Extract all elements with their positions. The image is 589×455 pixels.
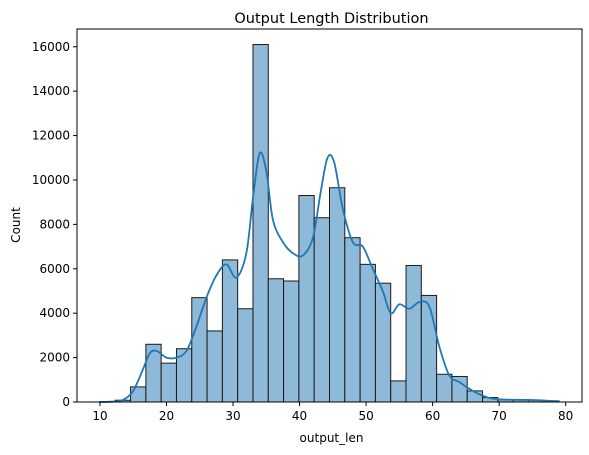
x-tick-label: 30 — [225, 409, 240, 423]
x-tick-label: 60 — [425, 409, 440, 423]
histogram-bar — [160, 362, 177, 403]
x-tick-label: 50 — [358, 409, 373, 423]
kde-curve — [99, 151, 560, 403]
y-axis-label: Count — [9, 207, 23, 243]
y-axis-ticks: 0 2000 4000 6000 8000 10000 12000 14000 16000 — [32, 40, 77, 409]
chart-title: Output Length Distribution — [234, 11, 428, 27]
histogram-bar — [420, 294, 438, 403]
y-tick-label: 14000 — [32, 84, 70, 98]
histogram-bar — [344, 237, 361, 403]
histogram-bar — [191, 297, 208, 403]
histogram-bar — [374, 282, 392, 403]
x-tick-label: 10 — [92, 409, 107, 423]
histogram-bar — [298, 195, 315, 403]
x-axis-label: output_len — [300, 431, 364, 445]
x-axis-ticks: 10 20 30 40 50 60 70 80 — [92, 402, 573, 423]
y-tick-label: 0 — [62, 395, 70, 409]
y-tick-label: 16000 — [32, 40, 70, 54]
histogram-bar — [252, 44, 269, 403]
histogram-bar — [329, 187, 346, 403]
y-tick-label: 4000 — [39, 306, 70, 320]
histogram-bar — [390, 380, 407, 403]
histogram-bar — [267, 278, 285, 403]
histogram-bar — [206, 330, 223, 403]
histogram-bar — [237, 308, 254, 403]
y-tick-label: 6000 — [39, 262, 70, 276]
histogram-bar — [221, 259, 239, 403]
y-tick-label: 2000 — [39, 351, 70, 365]
histogram-bar — [283, 280, 300, 403]
x-tick-label: 20 — [159, 409, 174, 423]
y-tick-label: 8000 — [39, 217, 70, 231]
x-tick-label: 70 — [492, 409, 507, 423]
y-tick-label: 12000 — [32, 129, 70, 143]
axes — [76, 28, 583, 403]
axes-frame — [76, 28, 583, 403]
y-tick-label: 10000 — [32, 173, 70, 187]
histogram-bars — [99, 44, 560, 403]
histogram-bar — [313, 217, 331, 403]
x-tick-label: 80 — [558, 409, 573, 423]
histogram-bar — [130, 386, 147, 403]
x-tick-label: 40 — [292, 409, 307, 423]
histogram-bar — [436, 373, 453, 403]
histogram-bar — [359, 263, 376, 403]
histogram-bar — [405, 264, 422, 403]
